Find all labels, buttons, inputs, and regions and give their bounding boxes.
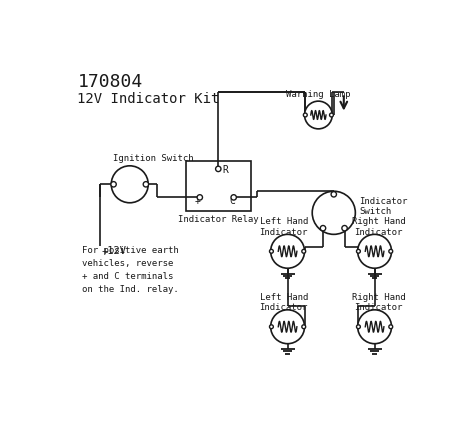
Circle shape [302, 249, 306, 253]
Text: Warning Lamp: Warning Lamp [286, 90, 351, 99]
Text: Right Hand
Indicator: Right Hand Indicator [352, 293, 405, 312]
Text: For positive earth
vehicles, reverse
+ and C terminals
on the Ind. relay.: For positive earth vehicles, reverse + a… [82, 246, 179, 295]
Circle shape [320, 226, 326, 231]
Circle shape [356, 249, 360, 253]
Circle shape [312, 191, 356, 235]
Circle shape [389, 325, 392, 329]
Circle shape [329, 113, 333, 117]
Circle shape [331, 192, 337, 197]
Text: +: + [194, 196, 201, 206]
Bar [186, 161, 251, 211]
Circle shape [389, 249, 392, 253]
Text: Indicator
Switch: Indicator Switch [359, 197, 408, 216]
Circle shape [303, 113, 307, 117]
Circle shape [358, 235, 392, 268]
Circle shape [111, 182, 116, 187]
Circle shape [111, 166, 148, 203]
Circle shape [216, 166, 221, 172]
Circle shape [356, 325, 360, 329]
Circle shape [271, 235, 304, 268]
Circle shape [231, 195, 237, 200]
Text: +12V: +12V [101, 246, 126, 256]
Circle shape [304, 101, 332, 129]
Text: Ignition Switch: Ignition Switch [113, 154, 193, 163]
Circle shape [270, 325, 273, 329]
Circle shape [271, 310, 304, 344]
Circle shape [358, 310, 392, 344]
Circle shape [270, 249, 273, 253]
Circle shape [342, 226, 347, 231]
Text: C: C [229, 196, 235, 206]
Circle shape [302, 325, 306, 329]
Text: 12V Indicator Kit: 12V Indicator Kit [77, 92, 220, 106]
Circle shape [197, 195, 202, 200]
Text: 170804: 170804 [77, 73, 143, 91]
Text: Left Hand
Indicator: Left Hand Indicator [260, 293, 308, 312]
Text: Indicator Relay: Indicator Relay [178, 215, 259, 224]
Text: Right Hand
Indicator: Right Hand Indicator [352, 218, 405, 237]
Text: Left Hand
Indicator: Left Hand Indicator [260, 218, 308, 237]
Text: R: R [222, 165, 228, 175]
Circle shape [143, 182, 149, 187]
